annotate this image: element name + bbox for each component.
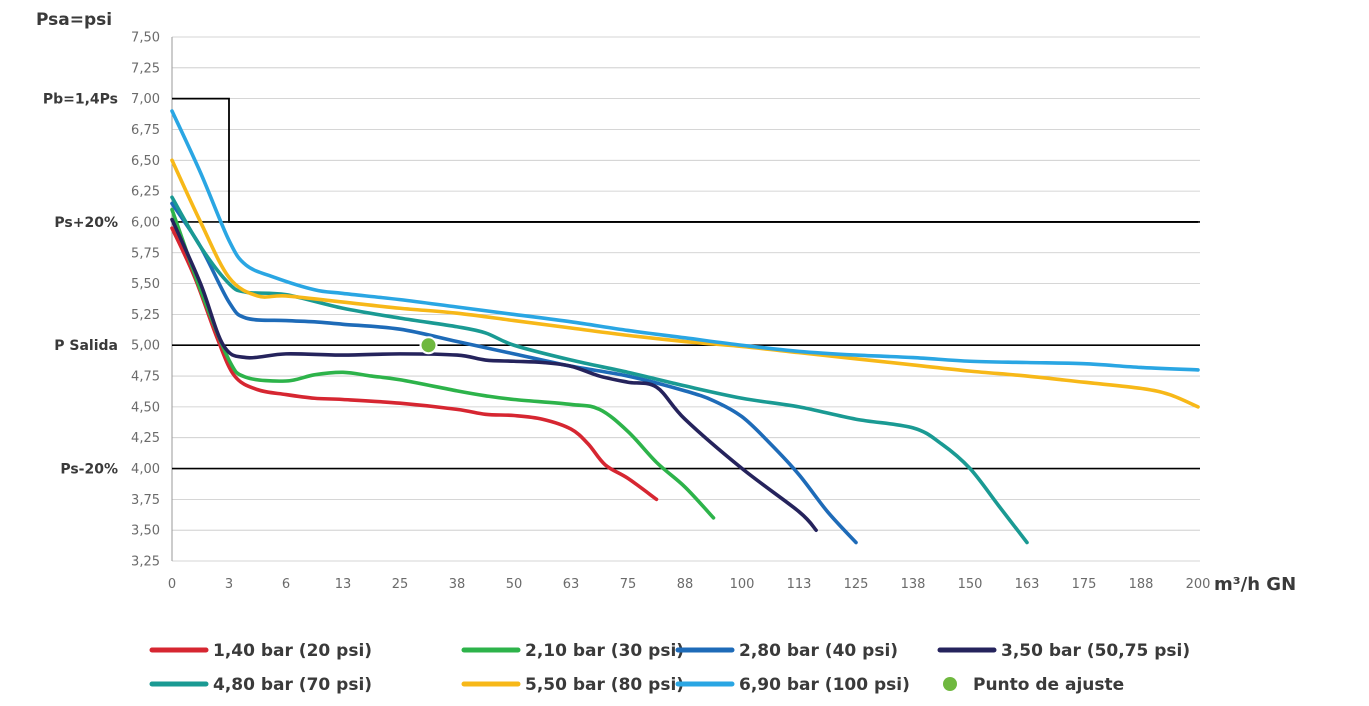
legend: 1,40 bar (20 psi) 2,10 bar (30 psi) 2,80 b… [149, 641, 1190, 695]
x-tick-label: 200 [1186, 577, 1211, 592]
x-tick-label: 100 [730, 577, 755, 592]
y-tick-label: 5,00 [131, 339, 160, 354]
x-tick-label: 75 [620, 577, 637, 592]
limit-line [172, 97, 1198, 223]
x-tick-label: 188 [1129, 577, 1154, 592]
x-tick-label: 50 [506, 577, 523, 592]
x-tick-label: 38 [449, 577, 466, 592]
y-tick-label: 4,25 [131, 431, 160, 446]
x-tick-label: 138 [901, 577, 926, 592]
setpoint-marker [419, 336, 438, 355]
x-axis-ticks: 0 3 6 13 25 38 50 63 75 88 100 113 125 138 150 163 175 18… [168, 577, 1211, 592]
y-tick-label: 7,25 [131, 61, 160, 76]
x-tick-label: 0 [168, 577, 176, 592]
y-axis-label: Psa=psi [36, 10, 112, 30]
series-line-5 [170, 195, 1029, 545]
x-tick-label: 63 [563, 577, 580, 592]
series-line-7 [170, 109, 1200, 372]
y-tick-label: 3,50 [131, 524, 160, 539]
x-axis-unit: m³/h GN [1214, 574, 1296, 595]
series-line-6 [170, 158, 1200, 409]
reference-lines [172, 97, 1200, 470]
series-line-4 [170, 217, 818, 532]
x-tick-label: 6 [282, 577, 290, 592]
x-tick-label: 163 [1015, 577, 1040, 592]
legend-marker-swatch [943, 677, 957, 691]
series-line-1 [170, 226, 659, 502]
y-tick-label: 6,25 [131, 185, 160, 200]
reference-label: P Salida [54, 338, 118, 354]
x-tick-label: 125 [844, 577, 869, 592]
x-tick-label: 150 [958, 577, 983, 592]
series-lines [170, 109, 1200, 545]
x-tick-label: 175 [1072, 577, 1097, 592]
y-tick-label: 7,50 [131, 31, 160, 46]
x-tick-label: 113 [787, 577, 812, 592]
y-tick-label: 5,50 [131, 277, 160, 292]
legend-label: 5,50 bar (80 psi) [525, 675, 684, 695]
y-tick-label: 7,00 [131, 92, 160, 107]
legend-label: 2,10 bar (30 psi) [525, 641, 684, 661]
y-tick-label: 3,25 [131, 555, 160, 570]
y-tick-label: 4,00 [131, 462, 160, 477]
series-line-2 [170, 207, 716, 520]
y-tick-label: 5,75 [131, 246, 160, 261]
reference-labels: Ps-20% P Salida Ps+20% Pb=1,4Ps [43, 92, 118, 478]
x-tick-label: 88 [677, 577, 694, 592]
legend-label: Punto de ajuste [973, 675, 1124, 695]
legend-label: 3,50 bar (50,75 psi) [1001, 641, 1190, 661]
legend-label: 2,80 bar (40 psi) [739, 641, 898, 661]
x-tick-label: 13 [335, 577, 352, 592]
y-tick-label: 4,75 [131, 370, 160, 385]
reference-label: Pb=1,4Ps [43, 92, 118, 108]
y-tick-label: 6,00 [131, 215, 160, 230]
reference-label: Ps+20% [54, 215, 118, 231]
x-tick-label: 25 [392, 577, 409, 592]
legend-label: 4,80 bar (70 psi) [213, 675, 372, 695]
x-tick-label: 3 [225, 577, 233, 592]
y-tick-label: 6,50 [131, 154, 160, 169]
y-tick-label: 4,50 [131, 400, 160, 415]
reference-label: Ps-20% [60, 462, 118, 478]
setpoint-dot [419, 336, 438, 355]
legend-label: 1,40 bar (20 psi) [213, 641, 372, 661]
series-line-3 [170, 201, 858, 545]
y-tick-label: 5,25 [131, 308, 160, 323]
y-axis-ticks: 3,25 3,50 3,75 4,00 4,25 4,50 4,75 5,00 5,25 5,50… [131, 31, 160, 570]
y-tick-label: 6,75 [131, 123, 160, 138]
legend-label: 6,90 bar (100 psi) [739, 675, 910, 695]
y-tick-label: 3,75 [131, 493, 160, 508]
